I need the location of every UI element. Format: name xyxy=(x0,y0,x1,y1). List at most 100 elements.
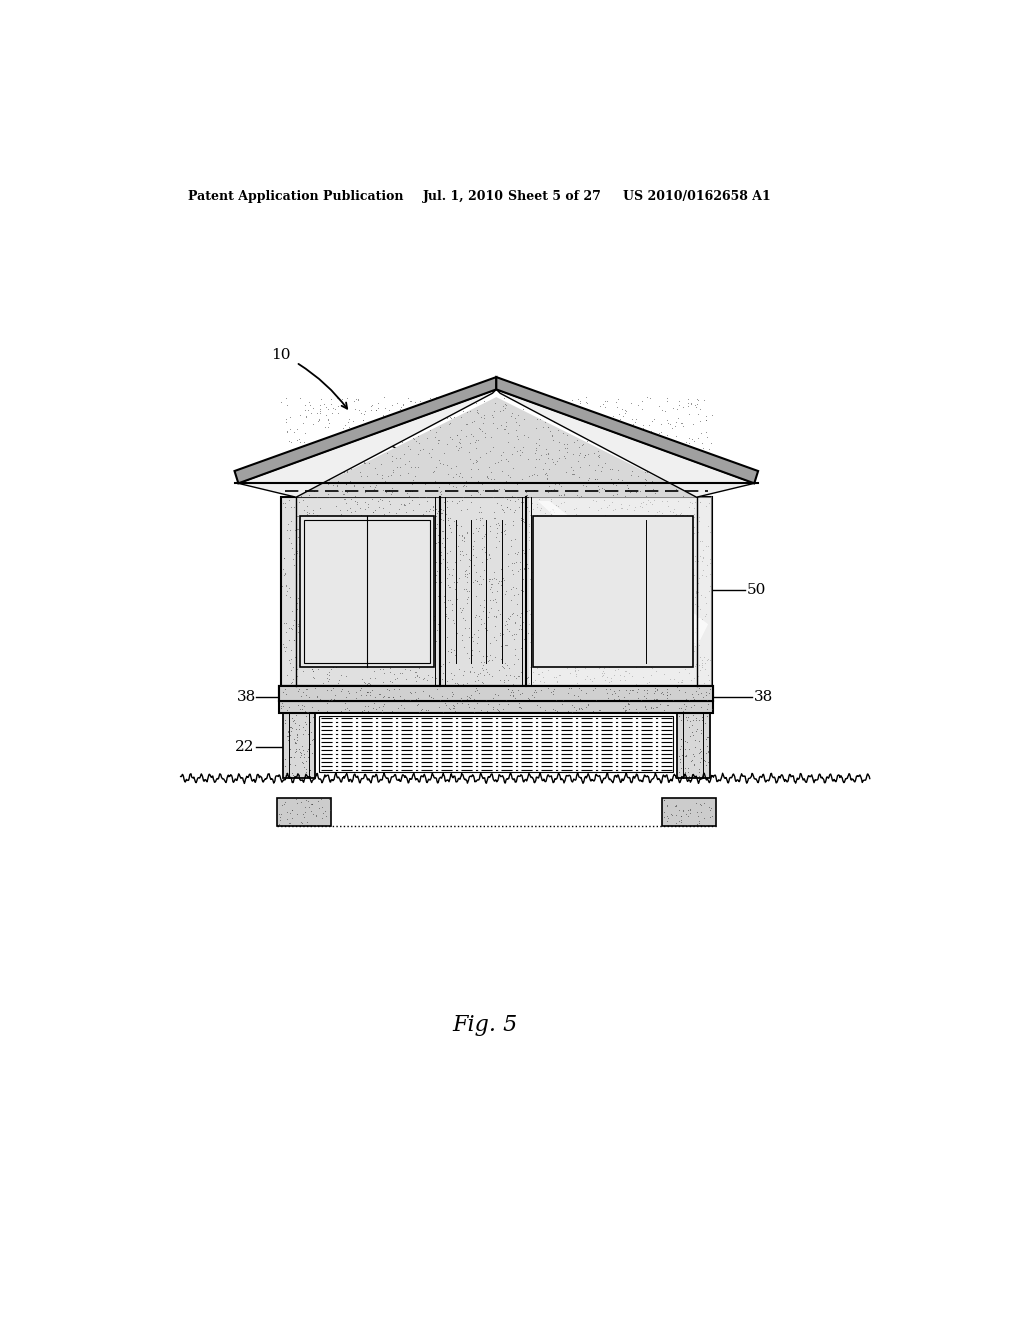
Point xyxy=(313,570,330,591)
Point xyxy=(637,474,653,495)
Point xyxy=(366,548,382,569)
Point xyxy=(517,545,534,566)
Point xyxy=(346,630,362,651)
Point xyxy=(692,751,709,772)
Point xyxy=(678,696,694,717)
Point xyxy=(569,450,586,471)
Point xyxy=(282,577,298,598)
Point xyxy=(342,442,358,463)
Point xyxy=(293,742,309,763)
Point xyxy=(483,577,500,598)
Point xyxy=(318,537,335,558)
Point xyxy=(696,652,713,673)
Point xyxy=(532,444,549,465)
Point xyxy=(507,408,523,429)
Point xyxy=(575,404,592,425)
Point xyxy=(379,678,395,700)
Point xyxy=(360,424,377,445)
Point xyxy=(312,689,329,710)
Point xyxy=(628,581,644,602)
Point xyxy=(365,697,381,718)
Point xyxy=(351,561,368,582)
Point xyxy=(364,636,380,657)
Point xyxy=(334,616,350,638)
Point xyxy=(507,612,523,634)
Point xyxy=(487,591,504,612)
Point xyxy=(421,473,437,494)
Point xyxy=(483,574,500,595)
Point xyxy=(275,558,292,579)
Point xyxy=(585,537,601,558)
Point xyxy=(509,441,525,462)
Point xyxy=(620,693,636,714)
Point xyxy=(278,612,294,634)
Point xyxy=(366,585,382,606)
Point xyxy=(602,615,618,636)
Point xyxy=(701,682,718,704)
Point xyxy=(308,686,325,708)
Point xyxy=(369,463,385,484)
Point xyxy=(309,700,326,721)
Point xyxy=(628,546,644,568)
Point xyxy=(291,466,307,487)
Point xyxy=(628,408,644,429)
Point xyxy=(571,393,588,414)
Point xyxy=(455,475,471,496)
Bar xyxy=(283,713,315,779)
Point xyxy=(367,477,383,498)
Point xyxy=(472,566,488,587)
Point xyxy=(439,527,456,548)
Point xyxy=(546,408,562,429)
Point xyxy=(353,677,370,698)
Point xyxy=(630,701,646,722)
Point xyxy=(380,614,396,635)
Point xyxy=(674,504,690,525)
Point xyxy=(469,693,485,714)
Point xyxy=(675,748,691,770)
Point xyxy=(630,548,646,569)
Point xyxy=(397,668,414,689)
Point xyxy=(505,673,521,694)
Point xyxy=(286,630,302,651)
Point xyxy=(511,618,527,639)
Point xyxy=(640,640,656,661)
Point xyxy=(443,565,460,586)
Point xyxy=(473,573,489,594)
Point xyxy=(564,566,581,587)
Point xyxy=(301,508,317,529)
Point xyxy=(307,607,324,628)
Point xyxy=(458,475,474,496)
Point xyxy=(675,504,691,525)
Point xyxy=(556,622,572,643)
Point xyxy=(367,425,383,446)
Point xyxy=(474,473,490,494)
Point xyxy=(290,615,306,636)
Point xyxy=(456,673,472,694)
Point xyxy=(401,492,418,513)
Point xyxy=(392,694,409,715)
Point xyxy=(548,512,564,533)
Point xyxy=(396,494,413,515)
Point xyxy=(529,657,546,678)
Point xyxy=(532,399,549,420)
Text: 50: 50 xyxy=(746,582,766,597)
Point xyxy=(556,414,572,436)
Point xyxy=(346,500,362,521)
Point xyxy=(578,614,594,635)
Point xyxy=(350,414,367,436)
Point xyxy=(627,569,643,590)
Point xyxy=(583,535,599,556)
Point xyxy=(686,498,702,519)
Point xyxy=(389,668,406,689)
Point xyxy=(622,693,638,714)
Point xyxy=(667,414,683,436)
Point xyxy=(353,465,370,486)
Point xyxy=(273,392,290,413)
Point xyxy=(673,729,689,750)
Point xyxy=(506,502,522,523)
Point xyxy=(397,495,414,516)
Point xyxy=(489,417,506,438)
Point xyxy=(673,812,689,833)
Point xyxy=(441,697,458,718)
Point xyxy=(297,546,313,568)
